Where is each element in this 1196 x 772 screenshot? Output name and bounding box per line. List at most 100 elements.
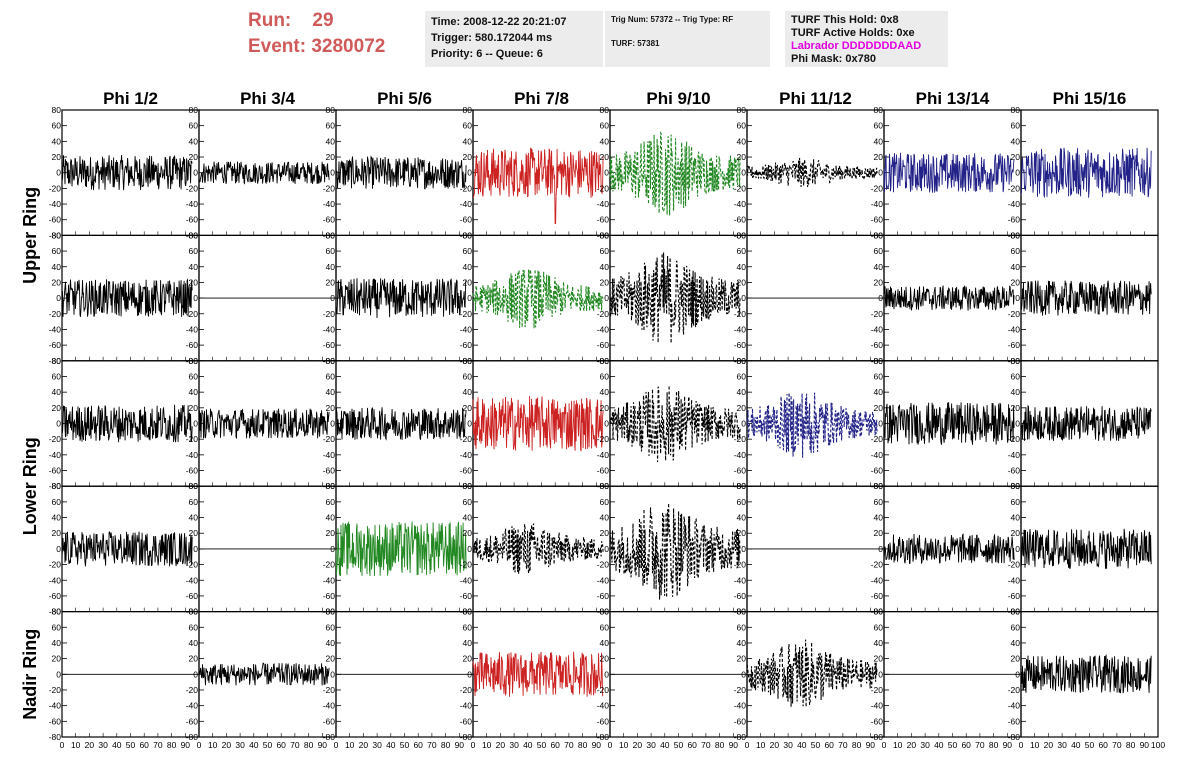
event-value: 3280072 [311,36,386,57]
y-tick-label: 40 [600,387,610,397]
x-tick-label: 60 [824,740,834,750]
y-tick-label: 40 [737,136,747,146]
y-tick-label: -20 [734,309,747,319]
y-tick-label: -60 [460,466,473,476]
y-tick-label: 60 [463,371,473,381]
y-tick-label: 60 [326,121,336,131]
x-tick-label: 60 [1098,740,1108,750]
y-tick-label: -40 [734,701,747,711]
x-tick-label: 90 [181,740,191,750]
y-tick-label: 40 [1011,638,1021,648]
y-tick-label: 40 [600,136,610,146]
x-tick-label: 70 [1112,740,1122,750]
y-tick-label: 40 [463,136,473,146]
y-tick-label: -20 [460,434,473,444]
y-tick-label: 80 [463,356,473,366]
y-tick-label: 40 [737,638,747,648]
y-tick-label: 0 [56,544,61,554]
y-tick-label: 20 [1011,152,1021,162]
y-tick-label: -80 [597,732,610,742]
y-tick-label: 0 [56,168,61,178]
y-tick-label: 60 [737,121,747,131]
y-tick-label: -20 [323,560,336,570]
y-tick-label: 40 [874,387,884,397]
x-tick-label: 10 [893,740,903,750]
y-tick-label: 0 [1015,544,1020,554]
y-tick-label: 60 [874,371,884,381]
y-tick-label: -20 [871,434,884,444]
y-tick-label: 60 [189,497,199,507]
y-tick-label: 0 [330,419,335,429]
waveform-line [472,651,604,697]
y-tick-label: 0 [330,544,335,554]
y-tick-label: 80 [874,356,884,366]
y-tick-label: 60 [1011,497,1021,507]
y-tick-label: -40 [597,324,610,334]
waveform-line [335,407,467,441]
waveform-line [335,521,467,577]
y-tick-label: -40 [323,199,336,209]
x-tick-label: 20 [770,740,780,750]
y-tick-label: 80 [600,105,610,115]
y-tick-label: 0 [878,168,883,178]
y-tick-label: 20 [737,152,747,162]
y-tick-label: -60 [871,466,884,476]
y-tick-label: -60 [1008,591,1021,601]
y-tick-label: -20 [460,309,473,319]
waveform-line [883,402,1015,445]
y-tick-label: -40 [597,199,610,209]
x-tick-label: 20 [907,740,917,750]
x-tick-label: 70 [153,740,163,750]
y-tick-label: 60 [600,246,610,256]
y-tick-label: 60 [737,497,747,507]
y-tick-label: 60 [326,246,336,256]
y-tick-label: -20 [49,685,62,695]
x-tick-label: 90 [592,740,602,750]
y-tick-label: 40 [52,513,62,523]
y-tick-label: -60 [49,466,62,476]
y-tick-label: -60 [460,215,473,225]
y-tick-label: 80 [1011,607,1021,617]
y-tick-label: 20 [52,152,62,162]
x-tick-label: 10 [208,740,218,750]
y-tick-label: 0 [878,669,883,679]
y-tick-label: -60 [734,215,747,225]
y-tick-label: -60 [323,716,336,726]
x-tick-label: 40 [934,740,944,750]
turf-active-text: TURF Active Holds: 0xe [791,27,915,39]
y-tick-label: 20 [600,152,610,162]
y-tick-label: 80 [874,230,884,240]
y-tick-label: 40 [874,136,884,146]
y-tick-label: 80 [189,105,199,115]
y-tick-label: 60 [189,622,199,632]
y-tick-label: -60 [323,340,336,350]
y-tick-label: 40 [737,513,747,523]
y-tick-label: 60 [189,246,199,256]
y-tick-label: 0 [330,293,335,303]
waveform-line [609,385,741,463]
x-tick-label: 60 [961,740,971,750]
y-tick-label: 80 [52,230,62,240]
waveform-line [335,277,467,319]
y-tick-label: 0 [193,669,198,679]
ring-label: Upper Ring [20,187,40,284]
y-tick-label: 0 [467,419,472,429]
y-tick-label: -20 [871,309,884,319]
y-tick-label: -40 [186,701,199,711]
time-info-box: Time: 2008-12-22 20:21:07 Trigger: 580.1… [425,11,603,67]
y-tick-label: 40 [189,136,199,146]
y-tick-label: 40 [52,136,62,146]
x-tick-label: 30 [372,740,382,750]
y-tick-label: 80 [463,481,473,491]
y-tick-label: 20 [737,277,747,287]
priority-text: Priority: 6 -- Queue: 6 [431,48,543,60]
y-tick-label: 0 [193,419,198,429]
y-tick-label: -60 [1008,215,1021,225]
y-tick-label: 20 [52,403,62,413]
x-tick-label: 100 [1151,740,1165,750]
waveform-line [472,523,604,575]
